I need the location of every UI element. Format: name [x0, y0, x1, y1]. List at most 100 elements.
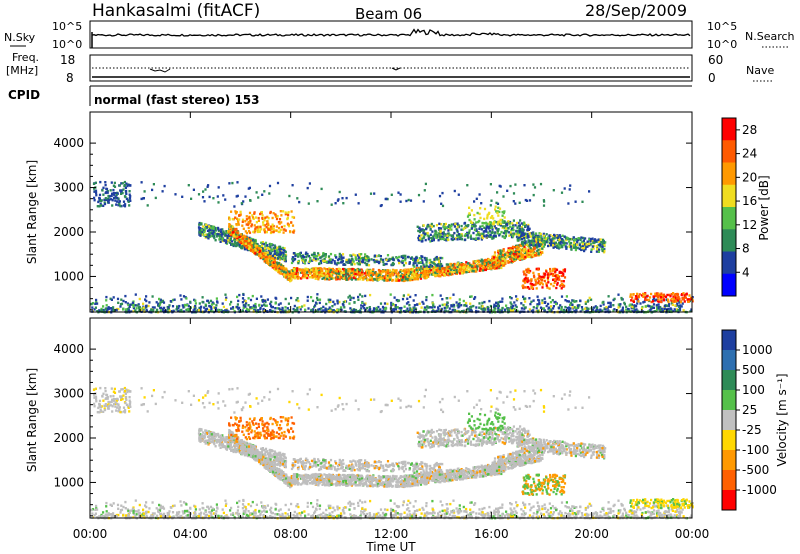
power-cell: [554, 245, 557, 248]
power-cell: [261, 298, 265, 302]
power-cell: [500, 266, 503, 270]
power-cell: [209, 234, 212, 238]
power-cell: [352, 296, 355, 300]
power-cell: [239, 238, 242, 241]
power-cell: [482, 260, 485, 264]
power-cell: [520, 238, 524, 241]
power-cell: [650, 306, 653, 309]
power-cell: [93, 308, 96, 311]
power-cell: [185, 308, 188, 312]
power-cell: [273, 250, 276, 253]
power-cell: [277, 251, 280, 254]
power-cell: [455, 264, 458, 267]
power-cell: [420, 267, 423, 271]
power-cell: [529, 249, 532, 252]
power-cell: [559, 240, 562, 244]
power-cell: [474, 296, 477, 299]
power-cell: [369, 272, 373, 275]
power-cell: [576, 241, 579, 244]
power-cell: [322, 276, 326, 279]
power-cell: [602, 303, 605, 306]
power-cell: [456, 222, 459, 225]
power-cell: [95, 300, 98, 304]
power-cell: [194, 299, 197, 302]
power-cell: [327, 270, 330, 273]
power-cell: [674, 309, 677, 312]
power-cell: [623, 301, 626, 305]
power-cell: [367, 271, 371, 275]
power-cell: [420, 240, 423, 243]
power-cell: [531, 238, 534, 241]
power-cell: [367, 264, 371, 267]
power-cell: [386, 254, 390, 257]
power-cell: [518, 227, 521, 230]
power-cell: [482, 233, 485, 236]
power-cell: [524, 224, 527, 228]
power-cell: [473, 297, 476, 300]
power-cell: [573, 306, 576, 309]
power-cell: [681, 302, 684, 305]
power-cell: [510, 251, 513, 254]
power-cell: [535, 235, 538, 239]
power-cell: [535, 310, 538, 313]
power-cell: [456, 262, 460, 265]
power-cell: [535, 232, 538, 235]
power-cell: [381, 305, 385, 309]
power-cell: [530, 243, 533, 247]
power-cell: [583, 243, 586, 246]
power-cell: [642, 301, 645, 304]
power-cell: [181, 304, 184, 307]
power-cell: [425, 227, 428, 230]
power-cell: [522, 304, 525, 307]
power-cell: [316, 272, 319, 275]
power-cell: [543, 301, 546, 304]
power-cell: [375, 306, 378, 310]
power-cell: [208, 234, 211, 237]
power-cell: [575, 237, 578, 241]
power-cell: [493, 303, 496, 306]
power-cell: [502, 226, 506, 230]
power-cell: [585, 307, 588, 310]
power-cell: [413, 278, 416, 281]
power-cell: [558, 241, 561, 244]
power-cell: [328, 306, 331, 309]
power-cell: [95, 298, 98, 302]
power-cell: [394, 304, 397, 307]
power-cell: [514, 304, 517, 307]
power-cell: [132, 303, 135, 306]
power-cell: [415, 273, 418, 276]
power-cell: [478, 302, 481, 305]
power-cell: [314, 277, 317, 280]
power-cell: [361, 273, 364, 276]
power-cell: [466, 234, 469, 237]
power-cell: [232, 243, 236, 246]
power-cell: [676, 302, 679, 305]
power-cell: [153, 306, 156, 309]
power-cell: [513, 232, 516, 235]
power-cell: [375, 275, 378, 278]
power-cell: [318, 298, 322, 301]
power-cell: [265, 304, 268, 307]
power-cell: [520, 307, 523, 310]
power-cell: [277, 270, 280, 274]
power-cell: [478, 227, 481, 230]
power-cell: [419, 228, 422, 232]
power-cell: [580, 306, 584, 309]
power-cell: [447, 272, 450, 275]
power-cell: [509, 222, 512, 225]
power-cell: [299, 308, 302, 311]
power-cell: [455, 268, 458, 272]
power-cell: [531, 252, 534, 255]
power-cell: [439, 265, 442, 268]
power-cell: [480, 232, 483, 235]
power-cell: [231, 240, 234, 243]
power-cell: [366, 278, 369, 282]
power-cell: [232, 234, 235, 237]
power-cell: [247, 244, 250, 247]
power-cell: [391, 272, 394, 276]
power-cell: [545, 304, 548, 308]
power-cell: [523, 307, 526, 310]
power-cell: [569, 303, 572, 306]
power-cell: [359, 275, 362, 278]
power-cell: [432, 235, 435, 238]
